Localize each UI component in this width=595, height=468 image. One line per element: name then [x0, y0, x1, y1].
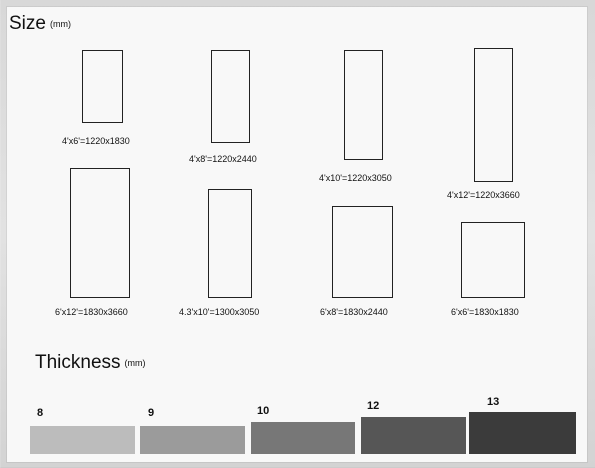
thickness-label-8: 8: [37, 407, 44, 419]
thickness-label-13: 13: [487, 396, 500, 408]
thickness-unit: (mm): [124, 358, 146, 368]
sheet-6x12: [70, 168, 130, 298]
sheet-6x8-label: 6'x8'=1830x2440: [320, 307, 388, 317]
thickness-swatch-10: [251, 422, 355, 454]
thickness-swatch-8: [30, 426, 135, 454]
sheet-4-3x10-label: 4.3'x10'=1300x3050: [179, 307, 260, 317]
thickness-swatch-13: [469, 412, 576, 454]
sheet-6x6-label: 6'x6'=1830x1830: [451, 307, 519, 317]
size-unit: (mm): [49, 19, 71, 29]
sheet-6x12-label: 6'x12'=1830x3660: [55, 307, 128, 317]
size-title: Size: [9, 13, 46, 34]
thickness-swatch-9: [140, 426, 245, 454]
sheet-4x6: [82, 50, 123, 123]
sheet-4x8: [211, 50, 250, 143]
sheet-6x8: [332, 206, 393, 298]
content-panel: Size (mm) 4'x6'=1220x1830 4'x8'=1220x2440…: [7, 7, 587, 462]
sheet-4x10: [344, 50, 383, 160]
thickness-heading: Thickness (mm): [35, 352, 146, 374]
sheet-4x6-label: 4'x6'=1220x1830: [62, 136, 130, 146]
sheet-4-3x10: [208, 189, 252, 298]
sheet-4x10-label: 4'x10'=1220x3050: [319, 173, 392, 183]
sheet-4x12-label: 4'x12'=1220x3660: [447, 190, 520, 200]
thickness-swatch-12: [361, 417, 466, 454]
thickness-label-10: 10: [257, 405, 270, 417]
sheet-4x8-label: 4'x8'=1220x2440: [189, 154, 257, 164]
thickness-label-12: 12: [367, 400, 380, 412]
thickness-title: Thickness: [35, 352, 121, 373]
sheet-6x6: [461, 222, 525, 298]
size-heading: Size (mm): [9, 13, 71, 35]
thickness-label-9: 9: [148, 407, 155, 419]
sheet-4x12: [474, 48, 513, 182]
